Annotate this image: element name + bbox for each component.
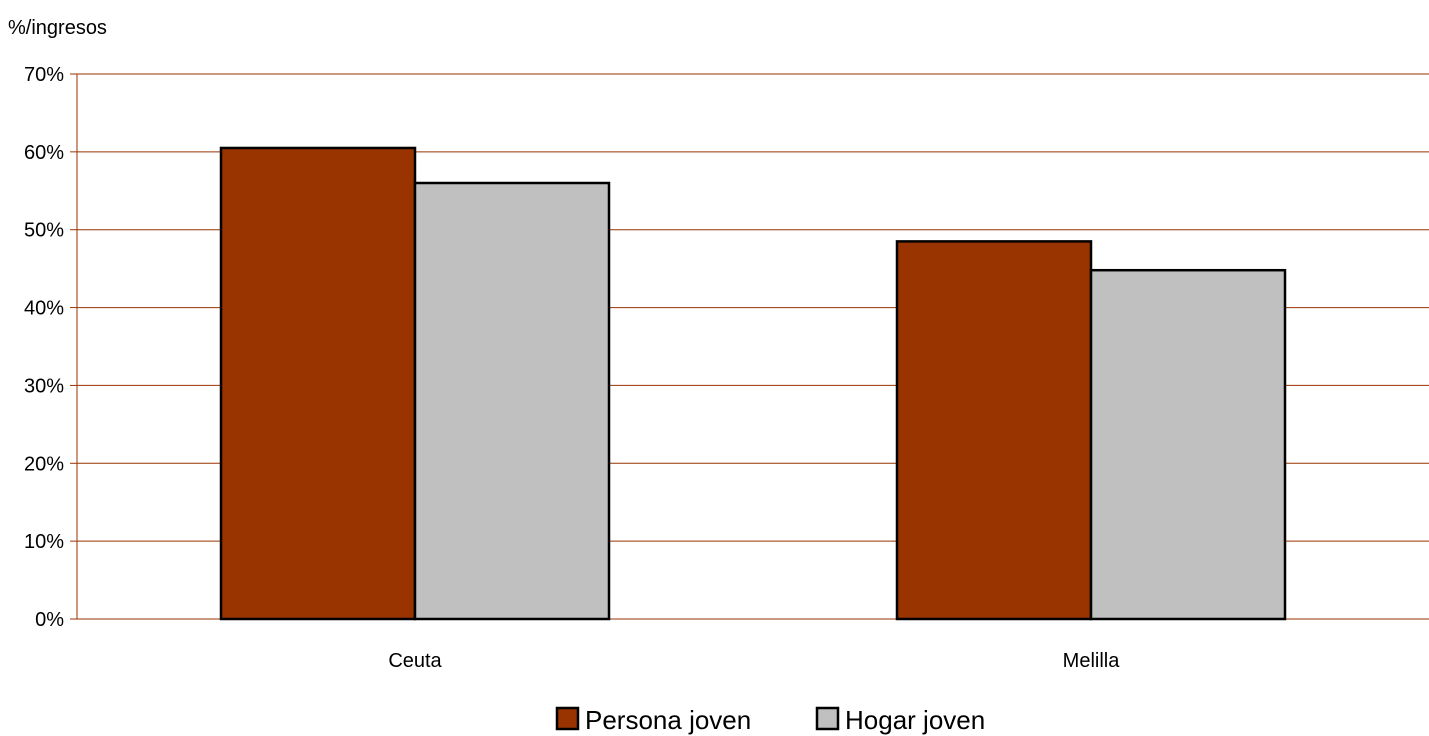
legend-swatch xyxy=(815,706,840,731)
legend: Persona joven Hogar joven xyxy=(555,705,985,735)
y-tick-label: 30% xyxy=(24,375,64,397)
bar-melilla-1 xyxy=(895,240,1093,621)
y-axis-ticks: 0% 10% 20% 30% 40% 50% 60% 70% xyxy=(24,64,77,631)
y-tick-label: 20% xyxy=(24,453,64,475)
x-category-label: Ceuta xyxy=(388,650,442,672)
bar-melilla-2 xyxy=(1089,268,1287,621)
bar-ceuta-2 xyxy=(413,181,611,621)
bar-ceuta-1 xyxy=(219,146,417,621)
y-tick-label: 50% xyxy=(24,220,64,242)
bars xyxy=(219,146,1287,621)
y-tick-label: 60% xyxy=(24,142,64,164)
x-axis-labels: Ceuta Melilla xyxy=(388,650,1120,672)
y-tick-label: 10% xyxy=(24,531,64,553)
y-tick-label: 40% xyxy=(24,298,64,320)
x-category-label: Melilla xyxy=(1063,650,1121,672)
y-tick-label: 0% xyxy=(35,609,64,631)
legend-label: Persona joven xyxy=(585,705,751,735)
legend-label: Hogar joven xyxy=(845,705,985,735)
legend-swatch xyxy=(555,706,580,731)
y-axis-label: %/ingresos xyxy=(8,17,107,39)
y-tick-label: 70% xyxy=(24,64,64,86)
